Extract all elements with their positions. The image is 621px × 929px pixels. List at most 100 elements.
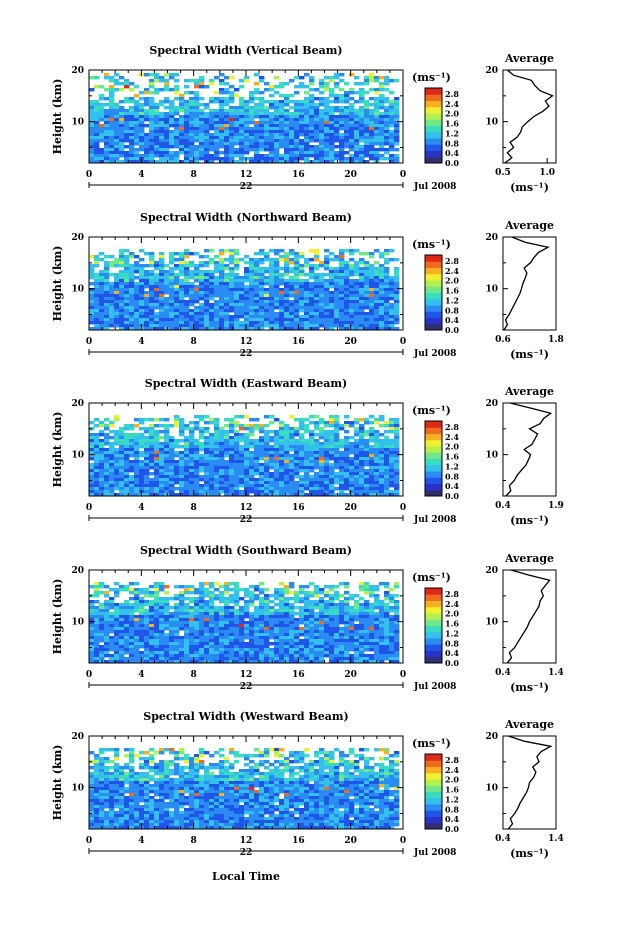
heatmap-cell <box>304 91 310 95</box>
heatmap-cell <box>169 606 175 610</box>
colorbar-tick-label: 0.4 <box>445 481 459 491</box>
heatmap-cell <box>319 600 325 604</box>
heatmap-cell <box>294 454 300 458</box>
heatmap-cell <box>299 282 305 286</box>
heatmap-cell <box>89 309 95 313</box>
heatmap-cell <box>229 273 235 277</box>
heatmap-cell <box>369 445 375 449</box>
heatmap-cell <box>129 115 135 119</box>
heatmap-cell <box>249 442 255 446</box>
heatmap-cell <box>119 448 125 452</box>
heatmap-cell <box>344 118 350 122</box>
heatmap-cell <box>244 121 250 125</box>
heatmap-cell <box>304 136 310 140</box>
heatmap-cell <box>339 312 345 316</box>
heatmap-cell <box>119 463 125 467</box>
heatmap-cell <box>164 321 170 325</box>
heatmap-cell <box>139 139 145 143</box>
heatmap-cell <box>294 445 300 449</box>
heatmap-cell <box>124 490 130 494</box>
heatmap-cell <box>104 442 110 446</box>
heatmap-cell <box>94 76 100 80</box>
heatmap-cell <box>329 148 335 152</box>
heatmap-cell <box>329 484 335 488</box>
heatmap-cell <box>204 588 210 592</box>
heatmap-cell <box>134 294 140 298</box>
colorbar-frame <box>424 254 443 331</box>
heatmap-cell <box>364 124 370 128</box>
heatmap-cell <box>224 136 230 140</box>
heatmap-cell <box>304 112 310 116</box>
heatmap-cell <box>329 294 335 298</box>
heatmap-cell <box>124 324 130 328</box>
heatmap-cell <box>354 324 360 328</box>
heatmap-cell <box>324 490 330 494</box>
heatmap-cell <box>129 454 135 458</box>
heatmap-cell <box>299 309 305 313</box>
heatmap-cell <box>369 124 375 128</box>
heatmap-cell <box>359 454 365 458</box>
heatmap-cell <box>349 606 355 610</box>
heatmap-cell <box>394 112 400 116</box>
heatmap-cell <box>204 603 210 607</box>
heatmap-cell <box>379 82 385 86</box>
heatmap-cell <box>349 264 355 268</box>
heatmap-cell <box>379 478 385 482</box>
heatmap-cell <box>234 475 240 479</box>
heatmap-cell <box>134 606 140 610</box>
heatmap-cell <box>94 318 100 322</box>
heatmap-cell <box>374 466 380 470</box>
heatmap-cell <box>354 264 360 268</box>
heatmap-cell <box>139 591 145 595</box>
heatmap-cell <box>269 448 275 452</box>
heatmap-cell <box>99 139 105 143</box>
heatmap-cell <box>109 139 115 143</box>
heatmap-cell <box>339 424 345 428</box>
heatmap-cell <box>309 130 315 134</box>
heatmap-cell <box>274 267 280 271</box>
heatmap-cell <box>149 433 155 437</box>
heatmap-cell <box>364 439 370 443</box>
heatmap-cell <box>269 261 275 265</box>
heatmap-cell <box>314 312 320 316</box>
heatmap-cell <box>104 457 110 461</box>
heatmap-cell <box>144 588 150 592</box>
heatmap-cell <box>274 130 280 134</box>
heatmap-cell <box>214 100 220 104</box>
heatmap-cell <box>329 130 335 134</box>
heatmap-cell <box>369 591 375 595</box>
heatmap-cell <box>224 288 230 292</box>
heatmap-cell <box>224 118 230 122</box>
heatmap-cell <box>189 121 195 125</box>
heatmap-cell <box>274 261 280 265</box>
heatmap-cell <box>324 291 330 295</box>
heatmap-cell <box>204 121 210 125</box>
heatmap-cell <box>124 466 130 470</box>
heatmap-cell <box>164 472 170 476</box>
heatmap-cell <box>354 430 360 434</box>
heatmap-cell <box>299 285 305 289</box>
heatmap-cell <box>324 318 330 322</box>
heatmap-cell <box>209 591 215 595</box>
heatmap-cell <box>114 478 120 482</box>
heatmap-cell <box>329 139 335 143</box>
heatmap-cell <box>159 475 165 479</box>
heatmap-cell <box>219 133 225 137</box>
heatmap-cell <box>284 327 290 331</box>
heatmap-cell <box>214 451 220 455</box>
heatmap-cell <box>104 594 110 598</box>
heatmap-cell <box>274 151 280 155</box>
heatmap-cell <box>344 106 350 110</box>
heatmap-cell <box>154 285 160 289</box>
heatmap-cell <box>274 139 280 143</box>
heatmap-cell <box>389 124 395 128</box>
heatmap-cell <box>189 484 195 488</box>
heatmap-cell <box>244 415 250 419</box>
heatmap-cell <box>284 115 290 119</box>
heatmap-cell <box>139 279 145 283</box>
heatmap-cell <box>284 97 290 101</box>
heatmap-cell <box>129 88 135 92</box>
heatmap-cell <box>389 139 395 143</box>
heatmap-cell <box>159 112 165 116</box>
heatmap-cell <box>174 91 180 95</box>
